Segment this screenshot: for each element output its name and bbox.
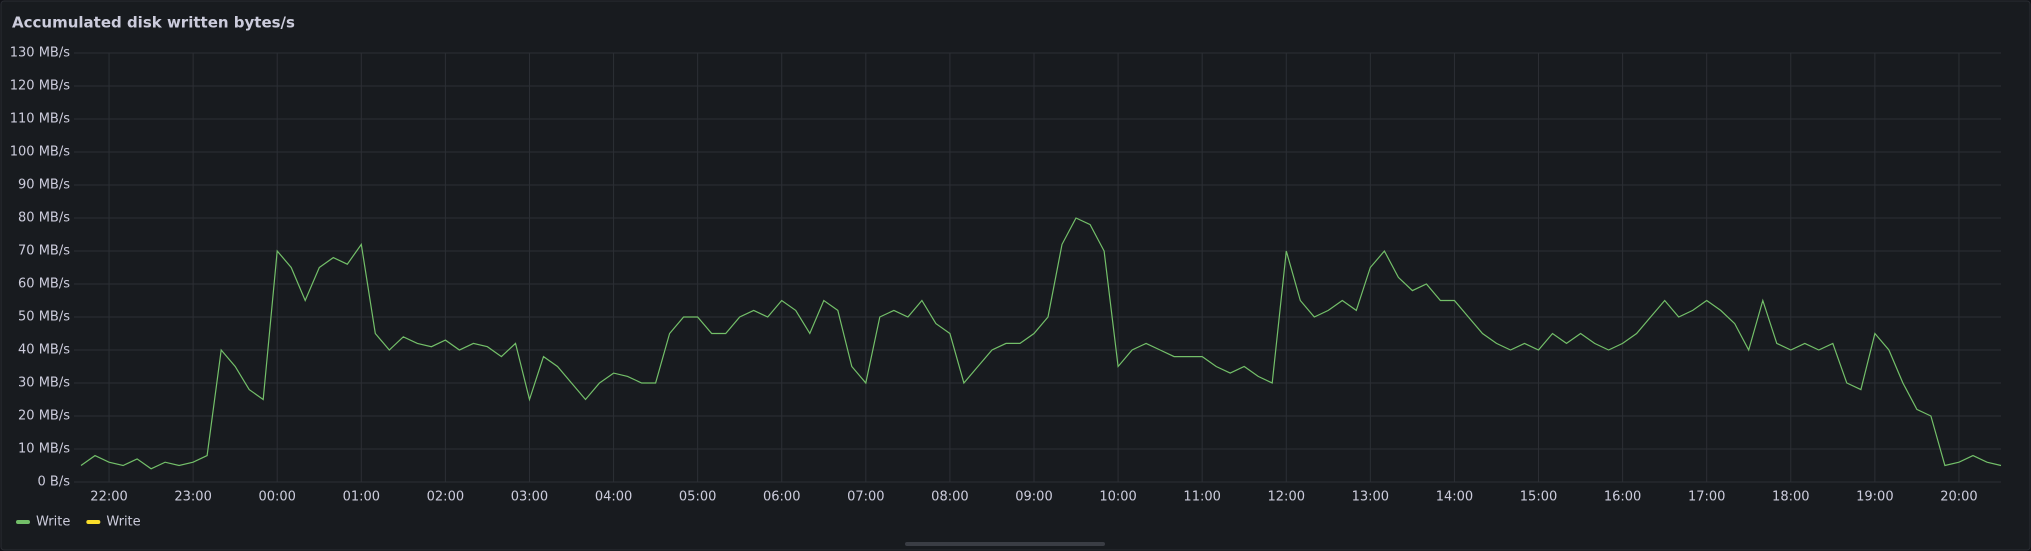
x-tick-label: 20:00 xyxy=(1940,490,1977,505)
x-tick-label: 08:00 xyxy=(931,490,968,505)
x-tick-label: 02:00 xyxy=(427,490,464,505)
x-tick-label: 16:00 xyxy=(1604,490,1641,505)
x-tick-label: 13:00 xyxy=(1352,490,1389,505)
y-tick-label: 20 MB/s xyxy=(18,409,70,424)
y-tick-label: 100 MB/s xyxy=(10,145,70,160)
x-tick-label: 03:00 xyxy=(511,490,548,505)
x-tick-label: 17:00 xyxy=(1688,490,1725,505)
y-tick-label: 0 B/s xyxy=(38,475,71,490)
x-tick-label: 22:00 xyxy=(90,490,127,505)
x-tick-label: 18:00 xyxy=(1772,490,1809,505)
x-tick-label: 05:00 xyxy=(679,490,716,505)
y-tick-label: 50 MB/s xyxy=(18,310,70,325)
y-tick-label: 40 MB/s xyxy=(18,343,70,358)
legend-label[interactable]: Write xyxy=(106,515,140,530)
x-tick-label: 10:00 xyxy=(1099,490,1136,505)
series-line xyxy=(80,217,2002,470)
y-tick-label: 120 MB/s xyxy=(10,79,70,94)
legend-swatch[interactable] xyxy=(86,520,101,524)
x-tick-label: 07:00 xyxy=(847,490,884,505)
y-tick-label: 70 MB/s xyxy=(18,244,70,259)
legend-swatch[interactable] xyxy=(16,520,30,524)
x-tick-label: 06:00 xyxy=(763,490,800,505)
y-tick-label: 60 MB/s xyxy=(18,277,70,292)
y-tick-label: 30 MB/s xyxy=(18,376,70,391)
y-tick-label: 110 MB/s xyxy=(10,112,70,127)
y-tick-label: 10 MB/s xyxy=(18,442,70,457)
y-tick-label: 90 MB/s xyxy=(18,178,70,193)
panel-title[interactable]: Accumulated disk written bytes/s xyxy=(12,14,295,32)
x-tick-label: 12:00 xyxy=(1268,490,1305,505)
x-tick-label: 19:00 xyxy=(1856,490,1893,505)
y-tick-label: 80 MB/s xyxy=(18,211,70,226)
x-tick-label: 23:00 xyxy=(174,490,211,505)
x-tick-label: 14:00 xyxy=(1436,490,1473,505)
x-tick-label: 04:00 xyxy=(595,490,632,505)
x-tick-label: 11:00 xyxy=(1183,490,1220,505)
scrollbar[interactable] xyxy=(905,542,1105,546)
x-tick-label: 01:00 xyxy=(343,490,380,505)
x-tick-label: 00:00 xyxy=(258,490,295,505)
y-tick-label: 130 MB/s xyxy=(10,46,70,61)
x-tick-label: 15:00 xyxy=(1520,490,1557,505)
x-tick-label: 09:00 xyxy=(1015,490,1052,505)
legend-label[interactable]: Write xyxy=(36,515,70,530)
